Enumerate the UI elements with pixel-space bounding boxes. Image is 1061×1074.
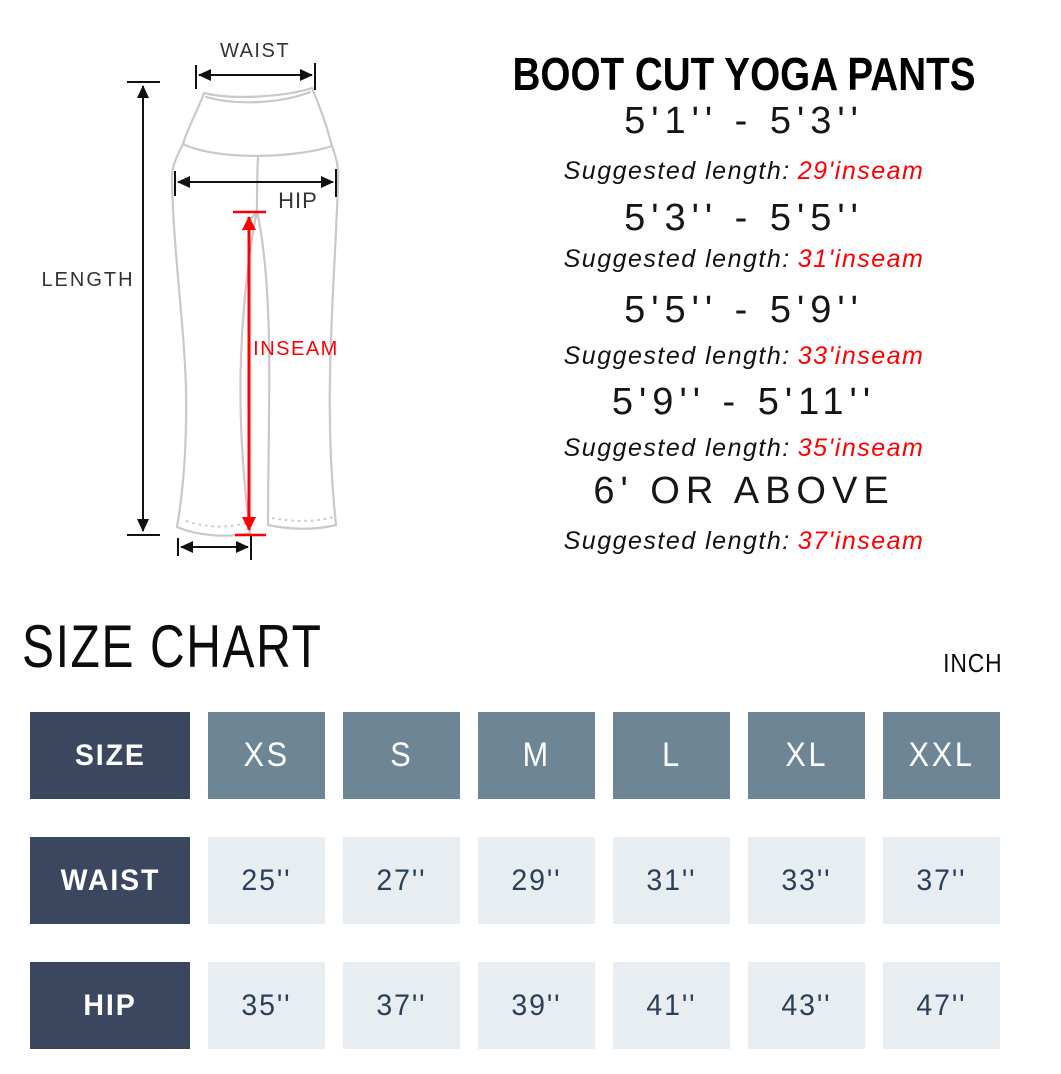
suggested-length-label: Suggested length: — [563, 245, 791, 273]
suggested-length-value: 33'inseam — [797, 342, 925, 370]
suggested-length: Suggested length: 31'inseam — [430, 245, 1058, 273]
pants-outline-illustration — [127, 63, 340, 560]
hip-value-xxl: 47'' — [883, 962, 1000, 1049]
column-header-xs: XS — [208, 712, 325, 799]
height-range: 5'9'' - 5'11'' — [611, 381, 877, 423]
suggested-length-value: 35'inseam — [797, 434, 925, 462]
waist-value-xs: 25'' — [208, 837, 325, 924]
product-title: BOOT CUT YOGA PANTS — [512, 48, 976, 100]
height-range: 5'3'' - 5'5'' — [624, 197, 864, 239]
hip-value-xs: 35'' — [208, 962, 325, 1049]
suggested-length-value: 37'inseam — [797, 527, 925, 555]
height-range: 5'1'' - 5'3'' — [624, 100, 864, 142]
size-chart-title: SIZE CHART — [22, 613, 323, 680]
height-range: 5'5'' - 5'9'' — [624, 289, 864, 331]
waist-value-l: 31'' — [613, 837, 730, 924]
suggested-length: Suggested length: 35'inseam — [430, 434, 1058, 462]
size-chart-table: SIZE XS S M L XL XXL WAIST 25'' 27'' 29'… — [30, 712, 1000, 1049]
column-header-m: M — [478, 712, 595, 799]
measurement-arrows — [127, 63, 337, 560]
column-header-l: L — [613, 712, 730, 799]
waist-value-m: 29'' — [478, 837, 595, 924]
hip-value-m: 39'' — [478, 962, 595, 1049]
pants-outline — [170, 86, 340, 537]
diagram-waist-label: WAIST — [219, 40, 291, 62]
suggested-length-value: 31'inseam — [797, 245, 925, 273]
pants-measurement-diagram: WAIST HIP LENGTH INSEAM — [0, 0, 430, 600]
size-chart-corner-header: SIZE — [30, 712, 190, 799]
column-header-xl: XL — [748, 712, 865, 799]
suggested-length-label: Suggested length: — [563, 527, 791, 555]
suggested-length: Suggested length: 37'inseam — [430, 527, 1058, 555]
hem-stitching — [185, 516, 335, 528]
height-recommendations: BOOT CUT YOGA PANTS 5'1'' - 5'3'' Sugges… — [430, 0, 1058, 600]
suggested-length: Suggested length: 29'inseam — [430, 157, 1058, 185]
diagram-inseam-label: INSEAM — [253, 338, 339, 360]
suggested-length-label: Suggested length: — [563, 434, 791, 462]
diagram-hip-label: HIP — [278, 188, 318, 213]
waist-value-xl: 33'' — [748, 837, 865, 924]
diagram-length-label: LENGTH — [41, 269, 135, 291]
hip-value-s: 37'' — [343, 962, 460, 1049]
unit-label: INCH — [943, 648, 1003, 678]
column-header-xxl: XXL — [883, 712, 1000, 799]
hip-value-xl: 43'' — [748, 962, 865, 1049]
inseam-arrow — [233, 210, 266, 537]
waist-value-s: 27'' — [343, 837, 460, 924]
waist-value-xxl: 37'' — [883, 837, 1000, 924]
column-header-s: S — [343, 712, 460, 799]
height-range: 6' OR ABOVE — [593, 470, 895, 512]
suggested-length-value: 29'inseam — [797, 157, 925, 185]
row-header-waist: WAIST — [30, 837, 190, 924]
suggested-length: Suggested length: 33'inseam — [430, 342, 1058, 370]
hip-value-l: 41'' — [613, 962, 730, 1049]
suggested-length-label: Suggested length: — [563, 157, 791, 185]
row-header-hip: HIP — [30, 962, 190, 1049]
suggested-length-label: Suggested length: — [563, 342, 791, 370]
